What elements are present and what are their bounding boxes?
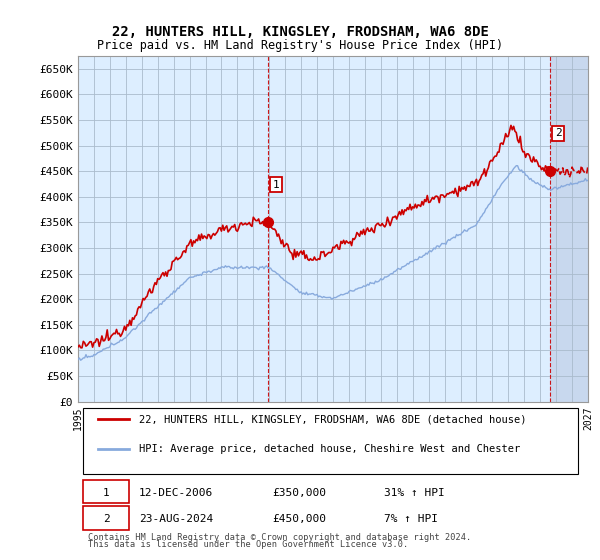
Text: 31% ↑ HPI: 31% ↑ HPI xyxy=(384,488,445,498)
FancyBboxPatch shape xyxy=(83,408,578,474)
Text: 2: 2 xyxy=(555,128,562,138)
Text: 7% ↑ HPI: 7% ↑ HPI xyxy=(384,515,438,524)
Text: 1: 1 xyxy=(103,488,109,498)
Text: 1: 1 xyxy=(273,180,280,190)
Text: £350,000: £350,000 xyxy=(272,488,326,498)
Text: Price paid vs. HM Land Registry's House Price Index (HPI): Price paid vs. HM Land Registry's House … xyxy=(97,39,503,52)
Text: £450,000: £450,000 xyxy=(272,515,326,524)
FancyBboxPatch shape xyxy=(83,480,129,503)
Text: 22, HUNTERS HILL, KINGSLEY, FRODSHAM, WA6 8DE (detached house): 22, HUNTERS HILL, KINGSLEY, FRODSHAM, WA… xyxy=(139,414,527,424)
Text: Contains HM Land Registry data © Crown copyright and database right 2024.: Contains HM Land Registry data © Crown c… xyxy=(88,533,472,542)
Text: 2: 2 xyxy=(103,515,109,524)
Text: 23-AUG-2024: 23-AUG-2024 xyxy=(139,515,214,524)
Text: This data is licensed under the Open Government Licence v3.0.: This data is licensed under the Open Gov… xyxy=(88,540,409,549)
Bar xyxy=(550,56,588,402)
Text: 22, HUNTERS HILL, KINGSLEY, FRODSHAM, WA6 8DE: 22, HUNTERS HILL, KINGSLEY, FRODSHAM, WA… xyxy=(112,25,488,39)
Text: HPI: Average price, detached house, Cheshire West and Chester: HPI: Average price, detached house, Ches… xyxy=(139,444,520,454)
Text: 12-DEC-2006: 12-DEC-2006 xyxy=(139,488,214,498)
FancyBboxPatch shape xyxy=(83,506,129,530)
